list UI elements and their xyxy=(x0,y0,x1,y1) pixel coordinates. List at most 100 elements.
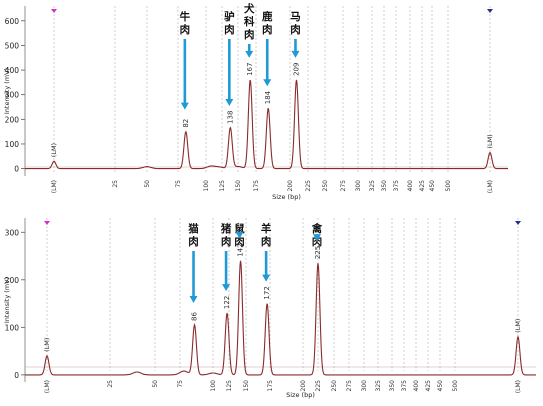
top-marker-1 xyxy=(44,221,50,225)
species-label-1: 牛肉 xyxy=(180,10,191,36)
x-tick-label: 200 xyxy=(300,380,307,392)
y-tick-label: 600 xyxy=(5,17,20,26)
x-tick-label: (LM) xyxy=(51,180,58,193)
species-label-5: 禽肉 xyxy=(311,222,323,248)
species-arrow-head-5 xyxy=(291,50,300,58)
ladder-peak-label: (LM) xyxy=(43,338,51,352)
species-arrow-head-4 xyxy=(263,79,272,87)
x-tick-label: 400 xyxy=(413,380,420,392)
x-tick-label: 275 xyxy=(346,380,353,392)
x-tick-label: 250 xyxy=(331,380,338,392)
species-char: 猪 xyxy=(220,222,232,235)
x-tick-label: 150 xyxy=(235,180,242,192)
peak-size-label-4: 172 xyxy=(263,286,271,299)
x-tick-label: 225 xyxy=(305,180,312,192)
species-char: 禽 xyxy=(311,222,323,235)
x-tick-label: 400 xyxy=(407,180,414,192)
x-tick-label: 450 xyxy=(429,180,436,192)
species-char: 牛 xyxy=(180,10,191,23)
x-tick-label: 425 xyxy=(425,380,432,392)
species-arrow-head-1 xyxy=(180,102,189,110)
y-tick-label: 0 xyxy=(14,165,19,174)
species-char: 肉 xyxy=(224,23,235,36)
species-char: 羊 xyxy=(261,222,272,235)
y-tick-label: 200 xyxy=(5,276,20,285)
x-tick-label: 175 xyxy=(267,380,274,392)
species-label-5: 马肉 xyxy=(290,11,301,36)
x-tick-label: 500 xyxy=(452,380,459,392)
ladder-peak-label: (LM) xyxy=(50,143,58,157)
species-label-4: 羊肉 xyxy=(261,222,272,248)
signal-trace xyxy=(25,79,508,170)
species-char: 科 xyxy=(244,15,255,28)
x-tick-label: 125 xyxy=(219,180,226,192)
y-axis-label: Intensity (mV) xyxy=(3,68,11,114)
x-tick-label: 50 xyxy=(144,180,151,188)
species-char: 肉 xyxy=(234,235,245,248)
x-tick-label: 25 xyxy=(107,380,114,388)
y-tick-label: 200 xyxy=(5,115,20,124)
x-tick-label: 225 xyxy=(315,380,322,392)
species-char: 肉 xyxy=(188,235,199,248)
x-tick-label: 275 xyxy=(340,180,347,192)
x-tick-label: 500 xyxy=(445,180,452,192)
species-label-2: 猪肉 xyxy=(220,222,232,248)
species-arrow-head-3 xyxy=(245,50,254,58)
ladder-peak-label: (LM) xyxy=(514,319,522,333)
x-tick-label: (LM) xyxy=(44,380,51,393)
species-char: 肉 xyxy=(290,23,301,36)
species-char: 肉 xyxy=(262,23,273,36)
peak-size-label-5: 209 xyxy=(292,63,300,76)
x-tick-label: 300 xyxy=(361,380,368,392)
species-label-4: 鹿肉 xyxy=(262,10,273,36)
species-char: 犬 xyxy=(243,2,255,15)
peak-size-label-3: 167 xyxy=(246,63,254,76)
species-char: 肉 xyxy=(244,28,255,41)
species-arrow-head-1 xyxy=(189,295,198,303)
x-tick-label: 425 xyxy=(419,180,426,192)
x-tick-label: 325 xyxy=(369,180,376,192)
species-arrow-head-5 xyxy=(313,234,321,242)
species-label-3: 犬科肉 xyxy=(243,2,255,41)
y-tick-label: 100 xyxy=(5,323,20,332)
ladder-peak-label: (LM) xyxy=(486,134,494,148)
x-tick-label: 450 xyxy=(437,380,444,392)
top-marker-2 xyxy=(515,221,521,225)
x-tick-label: 75 xyxy=(175,180,182,188)
species-char: 肉 xyxy=(261,235,272,248)
chart-panel-1: 0 100 200 300 400 500 600 Intensity (mV) (LM) 25 5… xyxy=(3,2,508,201)
x-axis-label: Size (bp) xyxy=(286,391,315,399)
x-axis-label: Size (bp) xyxy=(272,193,301,201)
peak-size-label-3: 142 xyxy=(237,243,245,256)
peak-size-label-2: 122 xyxy=(223,296,231,309)
species-arrow-head-4 xyxy=(262,274,271,282)
x-tick-label: 350 xyxy=(389,380,396,392)
species-char: 肉 xyxy=(221,235,232,248)
top-marker-1 xyxy=(51,9,57,13)
x-tick-label: 300 xyxy=(355,180,362,192)
x-tick-label: 325 xyxy=(375,380,382,392)
species-char: 马 xyxy=(290,11,301,23)
species-char: 猫 xyxy=(187,222,199,235)
x-tick-label: 375 xyxy=(393,180,400,192)
peak-size-label-5: 225 xyxy=(314,246,322,259)
x-tick-label: 350 xyxy=(381,180,388,192)
x-tick-label: 375 xyxy=(401,380,408,392)
peak-size-label-4: 184 xyxy=(264,90,272,104)
peak-size-label-1: 82 xyxy=(182,119,190,128)
chart-panel-2: 0 100 200 300 Intensity (mV) (LM) 25 50 75 100 125… xyxy=(3,218,536,399)
x-tick-label: 100 xyxy=(210,380,217,392)
y-tick-label: 300 xyxy=(5,228,20,237)
peak-size-label-1: 86 xyxy=(191,312,199,321)
x-tick-label: 100 xyxy=(203,180,210,192)
x-tick-label: 25 xyxy=(112,180,119,188)
y-tick-label: 400 xyxy=(5,66,20,75)
x-tick-label: 75 xyxy=(177,380,184,388)
y-tick-label: 0 xyxy=(14,371,19,380)
species-label-2: 驴肉 xyxy=(224,10,235,36)
y-tick-label: 100 xyxy=(5,140,20,149)
y-axis-label: Intensity (mV) xyxy=(3,277,11,323)
species-label-3: 鼠肉 xyxy=(234,222,245,248)
